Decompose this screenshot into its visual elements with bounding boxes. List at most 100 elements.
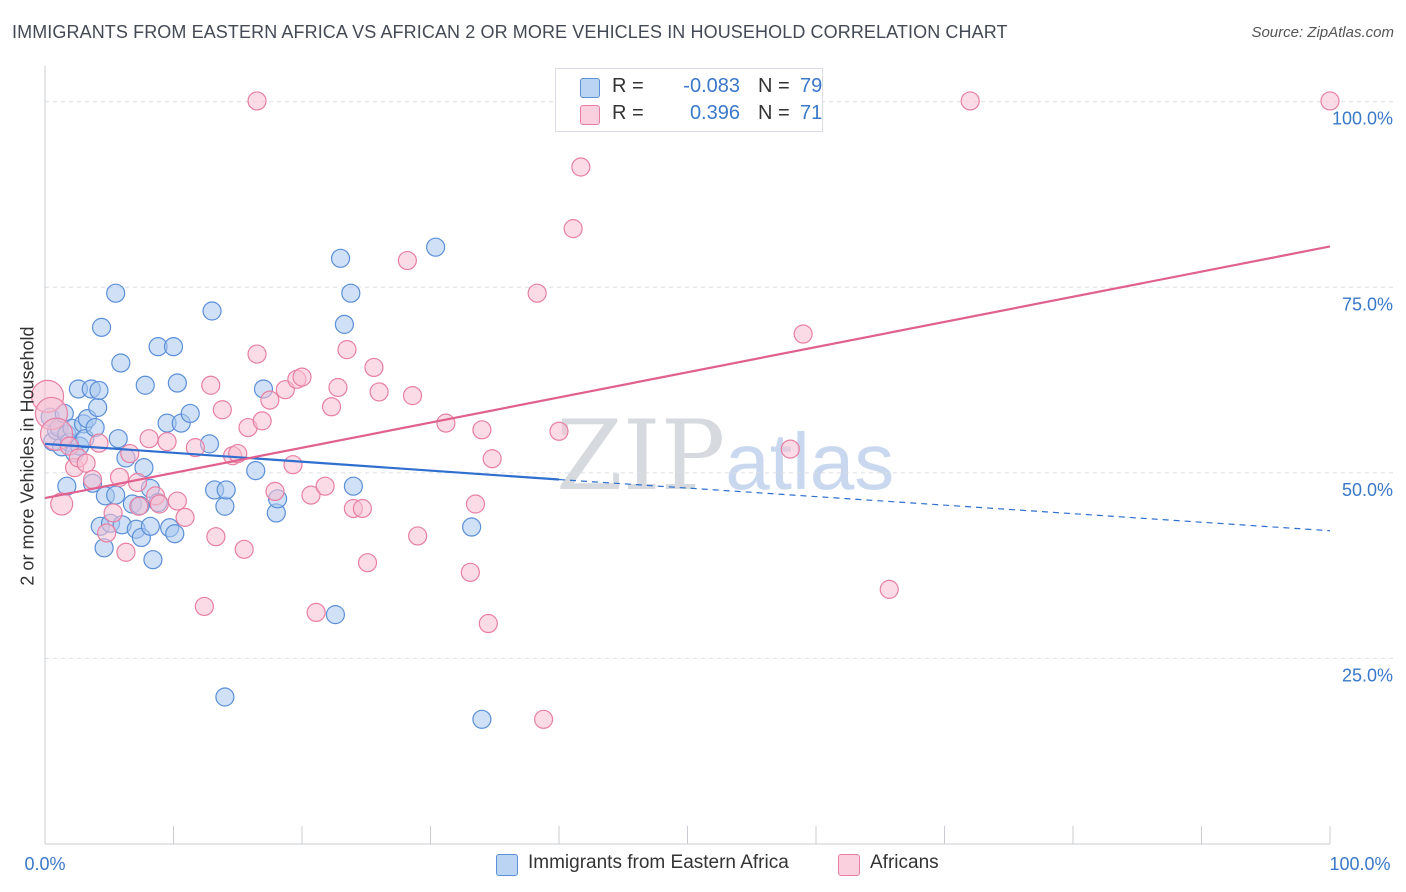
point-immigrants: [426, 237, 446, 257]
y-tick-label: 25.0%: [1342, 665, 1393, 685]
point-immigrants: [215, 687, 235, 707]
point-africans: [460, 562, 480, 582]
point-immigrants: [165, 524, 185, 544]
point-africans: [103, 503, 123, 523]
point-africans: [116, 542, 136, 562]
point-africans: [482, 449, 502, 469]
legend-r-value: 0.396: [689, 102, 740, 124]
y-tick-label: 50.0%: [1342, 480, 1393, 500]
point-africans: [201, 375, 221, 395]
point-africans: [260, 390, 280, 410]
point-africans: [252, 411, 272, 431]
point-africans: [315, 476, 335, 496]
point-africans: [167, 491, 187, 511]
point-immigrants: [462, 517, 482, 537]
point-immigrants: [163, 337, 184, 357]
point-immigrants: [334, 314, 355, 334]
point-immigrants: [108, 429, 128, 449]
legend-swatch-blue: [496, 854, 518, 876]
point-immigrants: [88, 397, 108, 418]
point-immigrants: [341, 283, 361, 303]
point-africans: [175, 507, 195, 527]
point-immigrants: [135, 375, 155, 395]
point-africans: [397, 250, 417, 271]
point-africans: [89, 433, 109, 453]
x-tick-label: 100.0%: [1329, 854, 1390, 874]
point-immigrants: [106, 485, 126, 505]
point-africans: [265, 481, 285, 502]
point-africans: [549, 421, 569, 441]
point-africans: [185, 438, 205, 458]
point-africans: [960, 91, 980, 111]
point-africans: [369, 382, 389, 402]
point-africans: [357, 553, 378, 573]
point-immigrants: [140, 516, 160, 536]
point-africans: [247, 344, 267, 364]
source-credit: Source: ZipAtlas.com: [1251, 24, 1394, 41]
trend-line-africans: [44, 245, 1331, 500]
point-immigrants: [91, 317, 112, 337]
legend-swatch-blue: [580, 78, 600, 98]
point-africans: [76, 453, 96, 473]
point-immigrants: [111, 353, 131, 373]
point-africans: [533, 709, 554, 729]
point-immigrants: [106, 283, 126, 303]
point-africans: [563, 219, 583, 239]
point-africans: [157, 432, 177, 452]
point-africans: [571, 157, 591, 177]
point-africans: [527, 283, 547, 303]
point-immigrants: [246, 461, 266, 481]
point-africans: [139, 429, 159, 449]
legend-n-value: 71: [800, 102, 823, 124]
point-africans: [879, 579, 899, 599]
point-africans: [50, 492, 74, 516]
point-immigrants: [85, 417, 105, 438]
point-africans: [465, 494, 486, 514]
point-africans: [129, 496, 149, 516]
legend-swatch-pink: [838, 854, 860, 876]
point-africans: [328, 377, 348, 398]
point-africans: [301, 485, 321, 505]
trend-line-immigrants-extrapolated: [558, 478, 1331, 532]
point-africans: [793, 324, 813, 344]
point-immigrants: [167, 373, 187, 393]
trend-line-immigrants: [44, 442, 560, 481]
point-africans: [212, 400, 232, 420]
y-axis-label: 2 or more Vehicles in Household: [17, 326, 38, 586]
legend-r-value: -0.083: [683, 75, 740, 97]
point-africans: [234, 539, 254, 559]
y-tick-label: 100.0%: [1332, 109, 1393, 129]
point-africans: [149, 494, 169, 514]
point-immigrants: [343, 476, 363, 496]
point-africans: [292, 367, 312, 387]
point-africans: [321, 397, 342, 417]
point-africans: [194, 596, 214, 617]
point-africans: [247, 91, 267, 111]
point-africans: [283, 455, 303, 475]
point-africans: [402, 386, 423, 406]
point-africans: [352, 498, 372, 519]
point-immigrants: [202, 301, 222, 321]
point-africans: [127, 472, 148, 493]
point-africans: [82, 469, 103, 490]
legend-stats: R = -0.083 N = 79 R = 0.396 N = 71: [555, 68, 823, 132]
point-africans: [1320, 91, 1340, 111]
point-immigrants: [330, 248, 351, 268]
point-africans: [337, 340, 357, 360]
point-africans: [472, 420, 492, 440]
chart-title: IMMIGRANTS FROM EASTERN AFRICA VS AFRICA…: [12, 22, 1008, 42]
point-africans: [780, 439, 800, 459]
point-immigrants: [216, 480, 236, 500]
y-tick-label: 75.0%: [1342, 294, 1393, 314]
point-africans: [364, 357, 384, 378]
point-africans: [478, 613, 498, 634]
x-tick-label: 0.0%: [24, 854, 65, 874]
point-immigrants: [89, 380, 109, 401]
point-immigrants: [180, 403, 200, 424]
point-immigrants: [143, 550, 163, 570]
legend-swatch-pink: [580, 105, 600, 125]
watermark: ZIPatlas: [556, 400, 895, 512]
point-africans: [120, 443, 140, 464]
point-immigrants: [472, 709, 492, 729]
